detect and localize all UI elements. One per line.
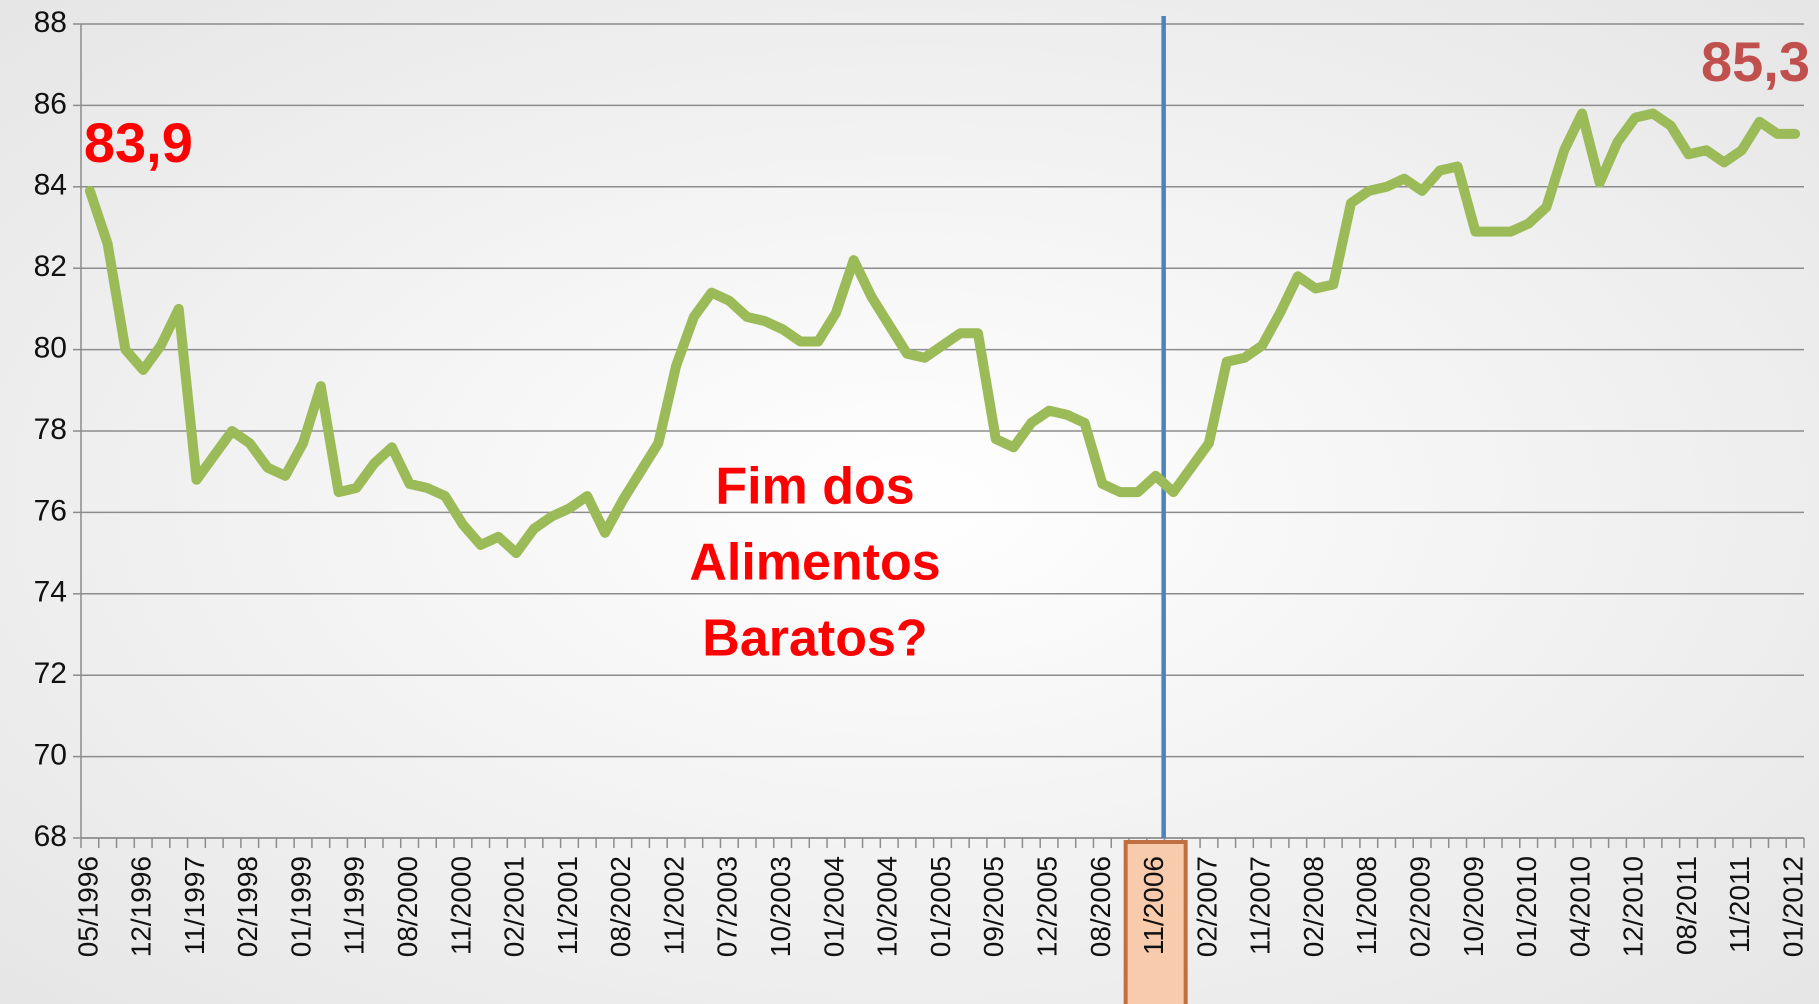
marker-label-box: [1123, 840, 1188, 1004]
x-tick-label: 12/2010: [1618, 856, 1649, 957]
y-tick-label: 84: [34, 169, 67, 202]
x-tick-label: 04/2010: [1564, 856, 1595, 957]
y-tick-label: 86: [34, 87, 67, 120]
x-tick-label: 12/1996: [126, 856, 157, 957]
y-tick-label: 70: [34, 739, 67, 772]
annotation: Baratos?: [702, 610, 927, 668]
x-tick-label: 02/1998: [232, 856, 263, 957]
x-tick-label: 07/2003: [712, 856, 743, 957]
x-tick-label: 10/2009: [1458, 856, 1489, 957]
x-tick-label: 11/1997: [179, 856, 210, 955]
x-tick-label: 11/2007: [1245, 856, 1276, 955]
x-tick-label: 02/2001: [499, 856, 530, 957]
y-tick-label: 74: [34, 576, 67, 609]
annotation: Fim dos: [715, 458, 914, 516]
x-tick-label: 08/2000: [392, 856, 423, 957]
y-tick-label: 80: [34, 332, 67, 365]
y-tick-label: 78: [34, 413, 67, 446]
x-tick-label: 10/2004: [872, 856, 903, 957]
x-tick-label: 08/2011: [1671, 856, 1702, 955]
x-tick-label: 01/2010: [1511, 856, 1542, 957]
y-tick-label: 68: [34, 820, 67, 853]
x-tick-label: 02/2007: [1191, 856, 1222, 957]
x-tick-label: 11/2002: [658, 856, 689, 955]
x-tick-label: 11/2006: [1138, 856, 1169, 955]
x-tick-label: 02/2009: [1404, 856, 1435, 957]
x-tick-label: 10/2003: [765, 856, 796, 957]
x-tick-label: 02/2008: [1298, 856, 1329, 957]
x-tick-label: 09/2005: [978, 856, 1009, 957]
annotation: Alimentos: [689, 534, 940, 592]
x-tick-label: 08/2002: [605, 856, 636, 957]
y-tick-label: 82: [34, 250, 67, 283]
x-tick-label: 12/2005: [1031, 856, 1062, 957]
value-label: 83,9: [84, 111, 193, 174]
x-tick-label: 01/2004: [818, 856, 849, 957]
x-tick-label: 05/1996: [72, 856, 103, 957]
x-tick-label: 11/2001: [552, 856, 583, 955]
x-tick-label: 11/2011: [1724, 856, 1755, 953]
y-tick-label: 76: [34, 494, 67, 527]
x-tick-label: 01/2012: [1778, 856, 1809, 957]
x-tick-label: 11/1999: [339, 856, 370, 955]
data-line: [84, 108, 1801, 559]
x-tick-label: 08/2006: [1085, 856, 1116, 957]
x-tick-label: 11/2000: [445, 856, 476, 955]
x-tick-label: 01/2005: [925, 856, 956, 957]
x-tick-label: 01/1999: [285, 856, 316, 957]
x-tick-label: 11/2008: [1351, 856, 1382, 955]
value-label: 85,3: [1701, 30, 1810, 93]
y-tick-label: 72: [34, 657, 67, 690]
y-tick-label: 88: [34, 6, 67, 39]
